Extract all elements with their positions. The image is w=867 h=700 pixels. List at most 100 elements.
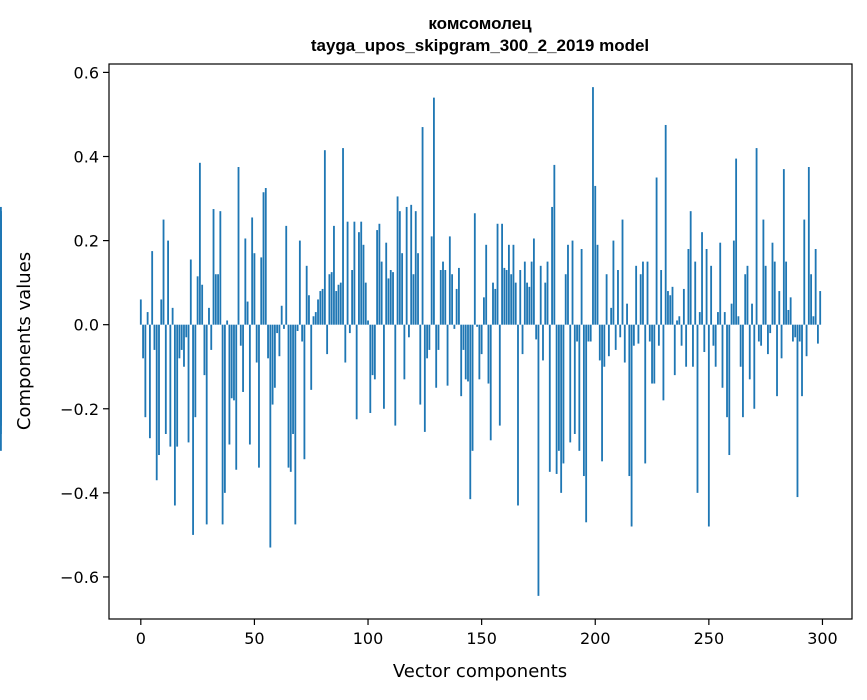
bar [162,219,165,325]
bars-group [0,87,822,596]
bar [589,324,592,342]
bar [233,324,235,401]
bar [728,324,731,456]
bar [610,307,613,325]
bar [603,324,606,367]
bar [585,324,588,523]
bar [812,316,815,325]
bar [639,274,642,325]
bar [526,282,528,325]
bar [346,221,349,325]
bar [660,270,663,325]
bar [730,303,733,325]
bar [680,324,683,346]
bar [455,288,458,325]
bar [217,274,219,325]
bar [378,223,381,325]
bar [296,324,299,331]
bar [564,274,567,325]
bar [401,253,404,325]
bar [353,221,356,325]
bar [623,324,626,363]
bar [269,324,272,548]
bar [628,324,631,477]
bar [655,177,658,325]
bar [476,324,478,327]
bar [569,324,572,443]
bar [726,324,728,418]
bar [333,225,335,325]
bar [519,270,522,325]
bar [223,324,226,493]
bar [335,291,338,325]
bar [796,324,799,498]
bar [142,324,144,359]
x-axis-ticks: 0 50 100 150 200 250 300 [136,619,838,648]
bar [178,324,181,359]
bar [817,324,819,344]
bar [762,219,765,325]
bar [587,324,590,342]
bar [776,324,778,397]
bar [226,320,229,325]
bar [644,324,647,464]
bar [653,324,656,384]
bar [405,206,408,325]
bar [355,324,358,420]
bar [326,324,329,355]
bar [380,261,383,325]
bar [657,324,660,346]
y-axis-label: Components values [14,252,35,430]
bar [262,192,265,325]
bar [648,324,651,342]
bar [662,324,665,401]
bar [646,261,649,325]
bar [294,324,297,525]
bar [0,274,2,325]
bar [228,324,231,445]
bar [367,320,369,325]
x-tick-label: 0 [136,629,146,648]
bar [807,167,810,325]
bar [778,291,781,325]
bar [562,324,565,464]
bar [755,148,758,325]
bar [682,288,685,325]
bar [430,236,433,325]
bar [387,278,390,325]
bar [308,295,310,325]
bar [323,150,326,325]
bar [192,324,194,535]
bar [742,324,744,418]
bar [514,282,517,325]
bar [242,324,244,392]
bar [598,324,601,361]
bar [721,324,724,388]
bar [317,299,319,325]
bar [651,324,653,384]
bar [505,270,508,325]
bar [735,158,738,325]
bar [723,312,726,325]
bar [176,324,179,447]
bar [773,261,776,325]
bar [189,259,192,325]
bar [267,324,269,359]
bar [376,230,379,325]
bar [632,324,635,346]
bar [760,324,763,346]
bar [496,223,499,325]
bar [439,270,442,325]
bar [248,324,251,445]
bar [485,244,488,325]
bar [362,244,365,325]
bar [214,274,217,325]
bar [685,324,688,367]
bar [767,324,769,355]
bar [635,265,638,325]
bar [330,272,333,325]
bar [414,211,417,325]
bar [785,261,788,325]
bar [592,87,594,325]
